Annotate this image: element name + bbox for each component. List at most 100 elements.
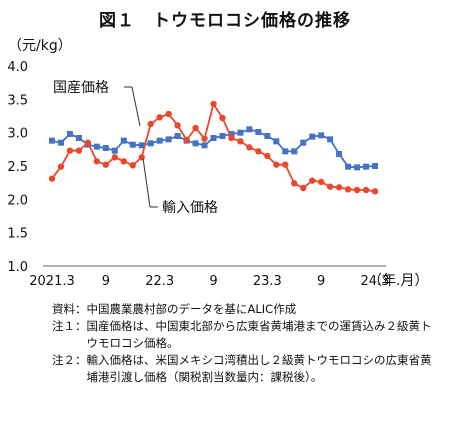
legend-import-label: 輸入価格 (162, 200, 218, 216)
import-price-point (102, 161, 110, 168)
domestic-price-point (49, 137, 55, 144)
import-price-point (273, 161, 280, 168)
import-price-point (111, 154, 119, 161)
import-price-point (362, 186, 370, 194)
domestic-price-point (246, 126, 253, 133)
import-price-point (129, 162, 136, 169)
domestic-price-point (363, 163, 370, 170)
x-tick-label: 9 (317, 274, 325, 289)
legend-domestic-label: 国産価格 (53, 80, 109, 96)
domestic-price-point (336, 151, 343, 157)
domestic-price-point (210, 135, 217, 141)
import-price-point (317, 178, 325, 186)
import-price-point (48, 175, 56, 182)
import-price-point (192, 124, 199, 132)
import-price-point (138, 154, 145, 161)
domestic-price-point (318, 132, 325, 139)
domestic-price-point (156, 137, 163, 144)
domestic-price-point (165, 136, 172, 143)
domestic-price-point (192, 140, 199, 147)
x-tick-label: 9 (209, 274, 217, 289)
y-tick-label: 1.0 (7, 260, 28, 275)
x-tick-label: 24.3 (361, 274, 390, 289)
note-2: 注２： 輸入価格は、米国メキシコ湾積出し２級黄トウモロコシの広東省黄埔港引渡し価… (52, 352, 442, 386)
domestic-price-point (327, 136, 334, 143)
note-2-text: 輸入価格は、米国メキシコ湾積出し２級黄トウモロコシの広東省黄埔港引渡し価格（関税… (86, 353, 432, 384)
domestic-price-point (273, 138, 280, 145)
footnotes: 資料： 中国農業農村部のデータを基にALIC作成 注１： 国産価格は、中国東北部… (52, 301, 442, 386)
legend-domestic: 国産価格 (53, 80, 141, 127)
import-price-point (147, 120, 154, 128)
x-axis-unit-label: （年.月） (368, 273, 428, 289)
legend-domestic-pointer (131, 86, 141, 127)
import-price-point (219, 114, 226, 122)
y-tick-label: 2.5 (7, 160, 28, 175)
import-price-point (165, 110, 172, 118)
x-tick-label: 2021.3 (29, 274, 75, 289)
domestic-price-point (120, 137, 127, 144)
y-tick-labels: 1.0 1.5 2.0 2.5 3.0 3.5 4.0 (7, 60, 28, 275)
x-tick-label: 9 (102, 274, 110, 289)
import-price-point (174, 122, 181, 129)
x-tick-label: 23.3 (253, 274, 282, 289)
domestic-price-point (300, 139, 307, 146)
domestic-price-point (138, 142, 145, 149)
import-price-point (84, 139, 92, 146)
note-source-key: 資料： (52, 302, 87, 316)
domestic-price-point (147, 140, 154, 147)
note-2-key: 注２： (52, 353, 87, 367)
x-tick-label: 22.3 (145, 274, 174, 289)
domestic-price-point (255, 129, 262, 135)
import-price-point (264, 152, 271, 160)
import-price-point (66, 147, 74, 154)
import-price-point (210, 100, 217, 108)
domestic-price-point (129, 141, 136, 148)
domestic-price-point (219, 133, 226, 139)
y-tick-label: 3.0 (7, 127, 28, 142)
domestic-price-point (282, 148, 289, 155)
domestic-price-point (93, 143, 100, 150)
import-price-point (201, 135, 208, 142)
domestic-price-point (201, 142, 208, 149)
x-tick-labels: 2021.3 9 22.3 9 23.3 9 24.3 (29, 274, 389, 289)
note-1-key: 注１： (52, 319, 87, 333)
domestic-price-point (75, 135, 82, 141)
domestic-price-point (66, 131, 73, 137)
import-price-point (300, 184, 307, 192)
y-tick-label: 4.0 (7, 60, 28, 75)
domestic-price-point (174, 133, 181, 139)
y-tick-label: 3.5 (7, 93, 28, 108)
note-source: 資料： 中国農業農村部のデータを基にALIC作成 (52, 301, 442, 318)
import-price-point (228, 134, 235, 142)
import-price-point (183, 136, 190, 144)
domestic-price-point (264, 133, 271, 139)
line-chart: （元/kg） （年.月） 1.0 1.5 2.0 2.5 3.0 3.5 4.0 2021.… (7, 38, 428, 289)
import-price-point (291, 180, 298, 187)
y-tick-label: 2.0 (7, 193, 28, 208)
note-1-text: 国産価格は、中国東北部から広東省黄埔港までの運賃込み２級黄トウモロコシ価格。 (86, 319, 432, 350)
note-source-text: 中国農業農村部のデータを基にALIC作成 (86, 302, 297, 316)
y-tick-label: 1.5 (7, 227, 28, 242)
domestic-price-point (345, 163, 352, 170)
domestic-price-point (228, 131, 235, 137)
import-price-point (371, 188, 379, 195)
domestic-price-point (354, 164, 361, 171)
import-price-point (246, 144, 253, 151)
import-price-point (282, 161, 289, 168)
import-price-point (120, 158, 127, 165)
import-price-point (57, 163, 65, 170)
domestic-price-point (57, 139, 64, 146)
domestic-price-point (111, 147, 118, 154)
import-price-point (255, 148, 262, 155)
import-price-point (308, 177, 316, 184)
legend-import-pointer (142, 157, 151, 208)
domestic-price-point (309, 133, 316, 140)
chart-title: 図１ トウモロコシ価格の推移 (99, 11, 351, 31)
domestic-price-point (372, 163, 378, 169)
import-price-point (335, 184, 343, 191)
legend-import: 輸入価格 (142, 157, 218, 216)
y-axis-unit-label: （元/kg） (8, 38, 72, 54)
import-price-point (156, 114, 163, 121)
domestic-price-point (237, 129, 244, 136)
